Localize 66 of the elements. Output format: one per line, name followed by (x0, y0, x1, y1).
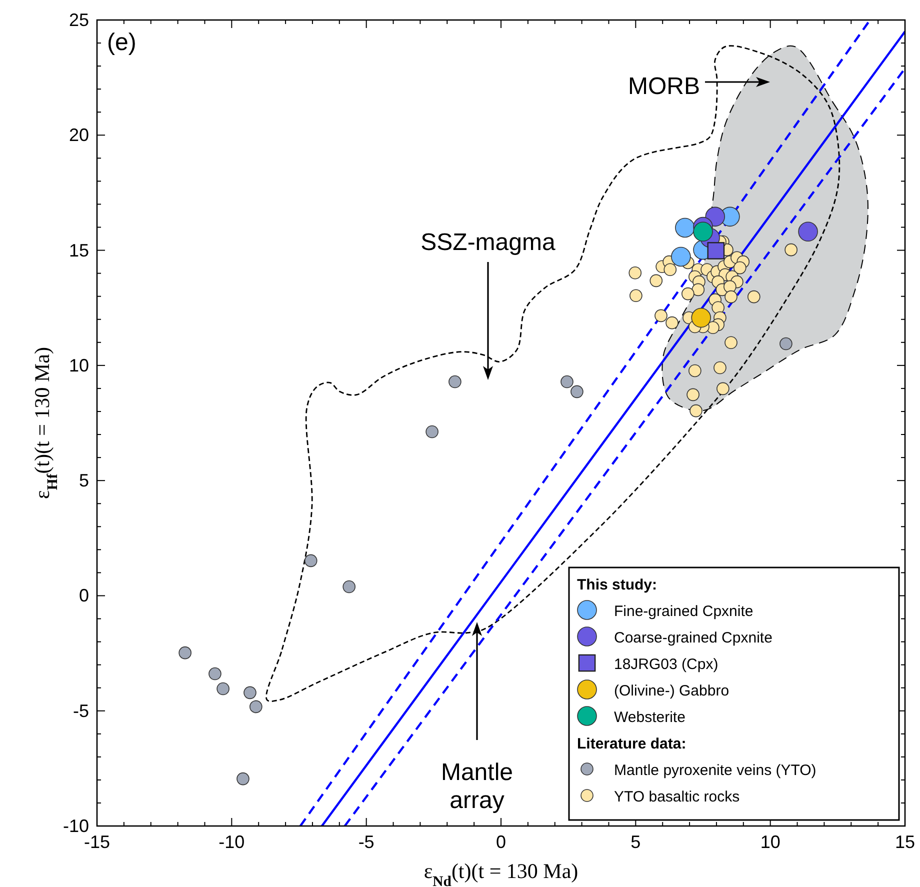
point (690, 404, 702, 418)
point (748, 290, 760, 304)
point (780, 337, 792, 350)
x-tick-label: 0 (496, 832, 506, 852)
point (724, 290, 738, 304)
x-tick-label: 5 (630, 832, 641, 852)
y-tick-label: 0 (78, 586, 89, 606)
annotation: (e) (107, 29, 136, 56)
point (688, 364, 702, 378)
annotation: SSZ-magma (420, 229, 556, 256)
point (236, 772, 250, 786)
y-tick-label: -5 (72, 700, 89, 721)
point (426, 425, 438, 438)
y-tick-label: 25 (68, 10, 89, 30)
point (244, 686, 256, 700)
point (716, 382, 730, 396)
point (304, 554, 318, 568)
point (798, 222, 818, 242)
point (675, 218, 695, 238)
point (691, 308, 712, 328)
point (448, 375, 462, 388)
point (208, 667, 222, 680)
point (250, 700, 262, 714)
point (178, 646, 192, 660)
legend-label: 18JRG03 (Cpx) (614, 656, 718, 673)
x-tick-label: 15 (894, 832, 916, 852)
y-tick-label: 5 (78, 470, 89, 491)
y-tick-label: 15 (68, 240, 89, 260)
y-tick-label: 10 (68, 355, 89, 376)
x-tick-label: -5 (358, 832, 374, 852)
x-tick-label: -10 (218, 832, 245, 852)
point (693, 222, 713, 242)
legend-label: Websterite (614, 709, 686, 726)
point (630, 289, 642, 302)
point (650, 274, 663, 288)
point (216, 682, 230, 696)
x-tick-label: 10 (760, 832, 780, 852)
legend-label: Coarse-grained Cpxnite (614, 630, 772, 646)
x-axis-title: ε$_{Nd}$(t)(t = 130 Ma) (424, 859, 578, 887)
legend-title: This study: (577, 576, 658, 594)
legend-label: YTO basaltic rocks (614, 788, 740, 806)
annotation: Mantle array (440, 759, 514, 814)
point (342, 580, 356, 594)
point (671, 246, 691, 267)
point (724, 336, 738, 350)
legend-label: (Olivine-) Gabbro (614, 682, 730, 700)
point (570, 385, 584, 398)
point (666, 316, 678, 330)
point (682, 287, 694, 300)
point (654, 309, 668, 322)
annotation: Literature data: (577, 736, 686, 752)
annotation: MORB (628, 73, 700, 100)
point (628, 266, 642, 280)
point (686, 388, 700, 402)
point (724, 280, 736, 294)
legend-label: Fine-grained Cpxnite (614, 603, 754, 620)
point (692, 283, 705, 296)
point (714, 361, 726, 374)
point (712, 301, 724, 314)
point (734, 261, 746, 274)
point (784, 243, 798, 256)
point (707, 242, 725, 260)
y-tick-label: 20 (68, 125, 89, 146)
legend-label: Mantle pyroxenite veins (YTO) (614, 762, 816, 779)
point (664, 263, 677, 276)
point (560, 375, 574, 388)
